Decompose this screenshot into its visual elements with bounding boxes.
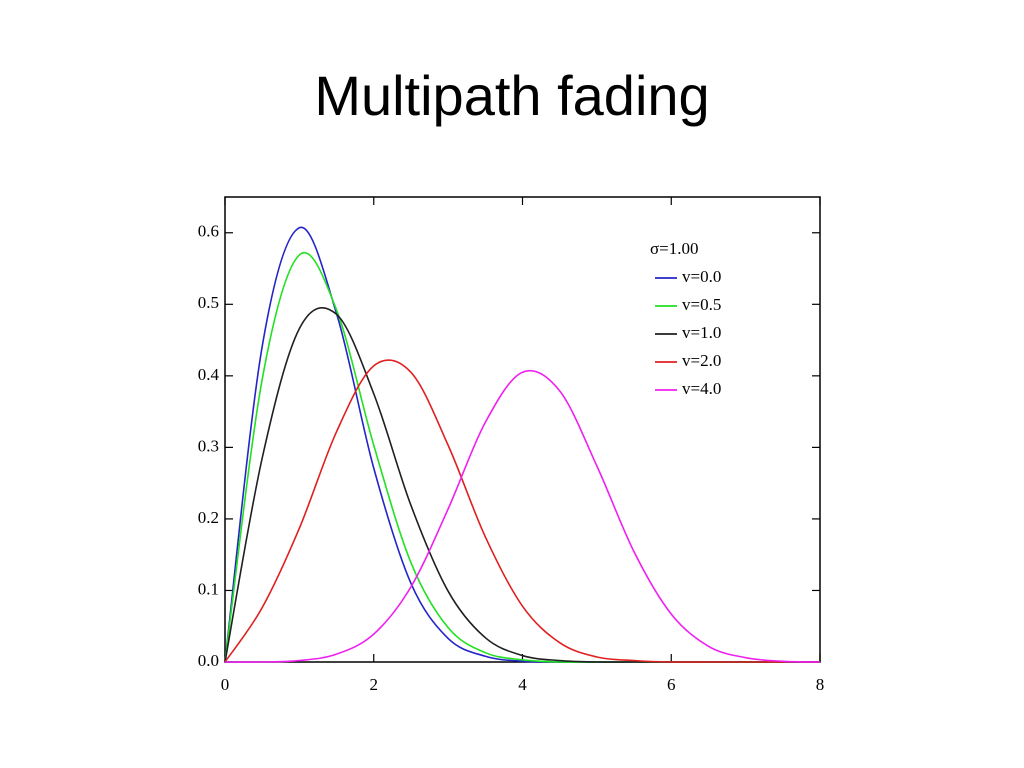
series-line bbox=[224, 252, 820, 663]
legend-label: v=1.0 bbox=[682, 323, 721, 342]
series-line bbox=[224, 226, 820, 663]
legend-label: v=2.0 bbox=[682, 351, 721, 370]
y-tick-label: 0.0 bbox=[198, 651, 219, 670]
x-tick-label: 2 bbox=[370, 675, 379, 694]
legend-title: σ=1.00 bbox=[650, 239, 699, 258]
x-tick-label: 0 bbox=[221, 675, 230, 694]
series-line bbox=[224, 306, 820, 663]
series-line bbox=[224, 359, 820, 663]
legend-label: v=4.0 bbox=[682, 379, 721, 398]
x-tick-label: 6 bbox=[667, 675, 676, 694]
slide-title: Multipath fading bbox=[314, 64, 709, 127]
y-tick-label: 0.6 bbox=[198, 222, 219, 241]
y-tick-label: 0.1 bbox=[198, 579, 219, 598]
y-tick-label: 0.2 bbox=[198, 508, 219, 527]
y-tick-label: 0.4 bbox=[198, 365, 220, 384]
series-line bbox=[224, 369, 821, 663]
y-tick-label: 0.5 bbox=[198, 293, 219, 312]
x-tick-label: 8 bbox=[816, 675, 825, 694]
x-tick-label: 4 bbox=[518, 675, 527, 694]
legend-label: v=0.0 bbox=[682, 267, 721, 286]
y-tick-label: 0.3 bbox=[198, 436, 219, 455]
plot-frame bbox=[224, 196, 821, 663]
legend-label: v=0.5 bbox=[682, 295, 721, 314]
